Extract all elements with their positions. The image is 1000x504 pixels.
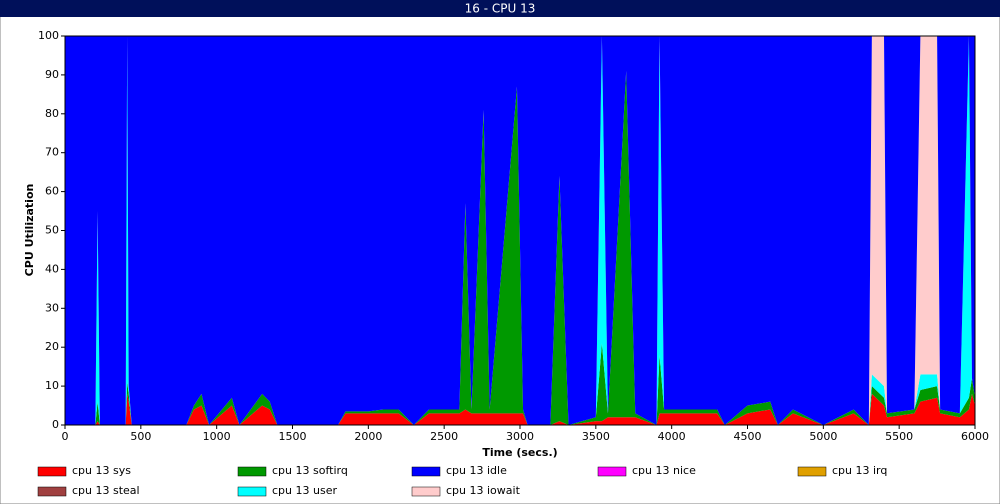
- legend-swatch: [411, 466, 441, 477]
- legend-swatch: [597, 466, 627, 477]
- x-tick-label: 2000: [354, 430, 382, 443]
- legend-swatch: [37, 486, 67, 497]
- y-tick-label: 100: [38, 29, 59, 42]
- area-0: [65, 393, 975, 425]
- legend-swatch: [797, 466, 827, 477]
- x-tick-label: 3000: [506, 430, 534, 443]
- legend-label: cpu 13 idle: [446, 464, 507, 477]
- x-axis-label: Time (secs.): [482, 446, 557, 459]
- x-tick-label: 5000: [809, 430, 837, 443]
- chart-title: 16 - CPU 13: [465, 2, 536, 16]
- x-tick-label: 4500: [734, 430, 762, 443]
- legend-swatch: [411, 486, 441, 497]
- legend-swatch: [237, 466, 267, 477]
- title-bar: [0, 0, 1000, 17]
- legend: cpu 13 sys cpu 13 softirq cpu 13 idle cpu 1…: [37, 464, 887, 497]
- y-tick-label: 10: [45, 379, 59, 392]
- y-tick-label: 0: [52, 418, 59, 431]
- x-tick-label: 2500: [430, 430, 458, 443]
- legend-label: cpu 13 softirq: [272, 464, 348, 477]
- legend-label: cpu 13 nice: [632, 464, 696, 477]
- plot-area: [65, 36, 975, 425]
- legend-label: cpu 13 sys: [72, 464, 131, 477]
- y-tick-label: 70: [45, 146, 59, 159]
- legend-label: cpu 13 irq: [832, 464, 887, 477]
- area-2: [65, 36, 975, 425]
- x-tick-label: 1000: [203, 430, 231, 443]
- x-tick-label: 0: [62, 430, 69, 443]
- y-tick-label: 80: [45, 107, 59, 120]
- x-tick-label: 3500: [582, 430, 610, 443]
- y-tick-label: 30: [45, 301, 59, 314]
- y-tick-label: 60: [45, 185, 59, 198]
- legend-label: cpu 13 iowait: [446, 484, 521, 497]
- legend-swatch: [37, 466, 67, 477]
- y-tick-label: 50: [45, 224, 59, 237]
- x-tick-label: 4000: [658, 430, 686, 443]
- legend-swatch: [237, 486, 267, 497]
- legend-label: cpu 13 user: [272, 484, 337, 497]
- x-tick-label: 6000: [961, 430, 989, 443]
- legend-label: cpu 13 steal: [72, 484, 140, 497]
- y-tick-label: 40: [45, 262, 59, 275]
- x-tick-label: 5500: [885, 430, 913, 443]
- y-tick-label: 20: [45, 340, 59, 353]
- area-7: [65, 36, 975, 425]
- y-tick-label: 90: [45, 68, 59, 81]
- x-tick-label: 500: [130, 430, 151, 443]
- y-axis-label: CPU Utilization: [23, 184, 36, 277]
- x-tick-label: 1500: [279, 430, 307, 443]
